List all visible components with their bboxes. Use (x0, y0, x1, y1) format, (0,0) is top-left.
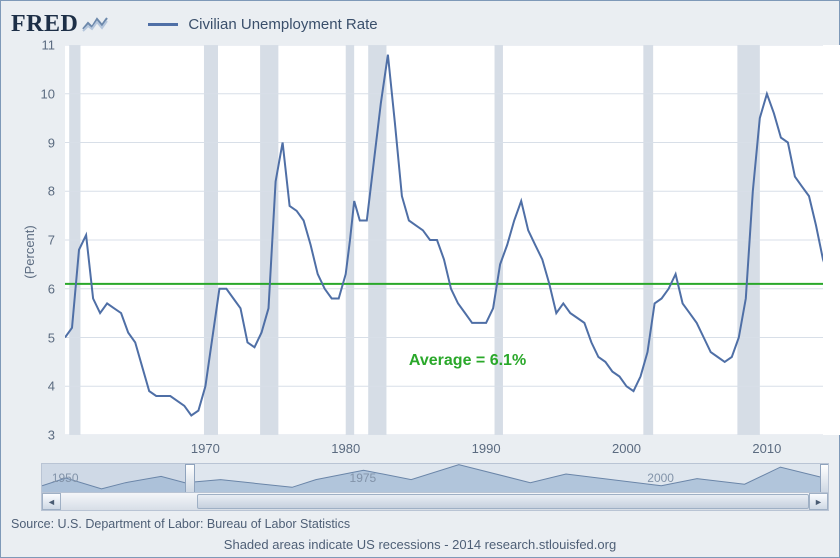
y-tick-label: 9 (48, 135, 55, 150)
average-annotation: Average = 6.1% (409, 352, 526, 370)
scroll-left-button[interactable]: ◄ (42, 493, 61, 510)
fred-logo: FRED (11, 11, 108, 38)
scroll-right-button[interactable]: ► (809, 493, 828, 510)
footer-text: Shaded areas indicate US recessions - 20… (1, 537, 839, 552)
navigator-overview[interactable]: 1950 1975 2000 (42, 464, 828, 492)
time-navigator[interactable]: 1950 1975 2000 ◄ ► (41, 463, 829, 511)
logo-chart-icon (82, 15, 108, 33)
y-tick-label: 6 (48, 281, 55, 296)
x-tick-label: 2000 (612, 441, 641, 456)
y-tick-label: 11 (42, 38, 56, 53)
y-ticks: 34567891011 (9, 45, 59, 435)
x-tick-label: 1990 (472, 441, 501, 456)
x-tick-label: 1970 (191, 441, 220, 456)
x-tick-label: 2010 (752, 441, 781, 456)
y-tick-label: 4 (48, 379, 55, 394)
navigator-scrollbar[interactable]: ◄ ► (42, 492, 828, 510)
navigator-handle-right[interactable] (820, 464, 828, 492)
source-text: Source: U.S. Department of Labor: Bureau… (11, 517, 350, 531)
y-tick-label: 3 (48, 428, 55, 443)
plot-area: (Percent) 34567891011 Average = 6.1% 197… (9, 45, 831, 459)
legend-label: Civilian Unemployment Rate (188, 16, 377, 33)
legend: Civilian Unemployment Rate (148, 16, 377, 33)
scroll-thumb[interactable] (197, 494, 809, 509)
logo-text: FRED (11, 11, 78, 38)
legend-swatch (148, 23, 178, 26)
x-ticks: 1970 1980 1990 2000 2010 (65, 439, 823, 459)
navigator-year-label: 1975 (350, 471, 377, 485)
navigator-year-label: 1950 (52, 471, 79, 485)
navigator-handle-left[interactable] (185, 464, 195, 492)
y-tick-label: 5 (48, 330, 55, 345)
main-plot[interactable]: Average = 6.1% (65, 45, 840, 435)
y-tick-label: 10 (41, 86, 55, 101)
x-tick-label: 1980 (331, 441, 360, 456)
y-tick-label: 8 (48, 184, 55, 199)
y-tick-label: 7 (48, 233, 55, 248)
scroll-track[interactable] (61, 493, 809, 510)
navigator-year-label: 2000 (647, 471, 674, 485)
chart-frame: FRED Civilian Unemployment Rate (Percent… (0, 0, 840, 558)
header: FRED Civilian Unemployment Rate (11, 7, 829, 41)
